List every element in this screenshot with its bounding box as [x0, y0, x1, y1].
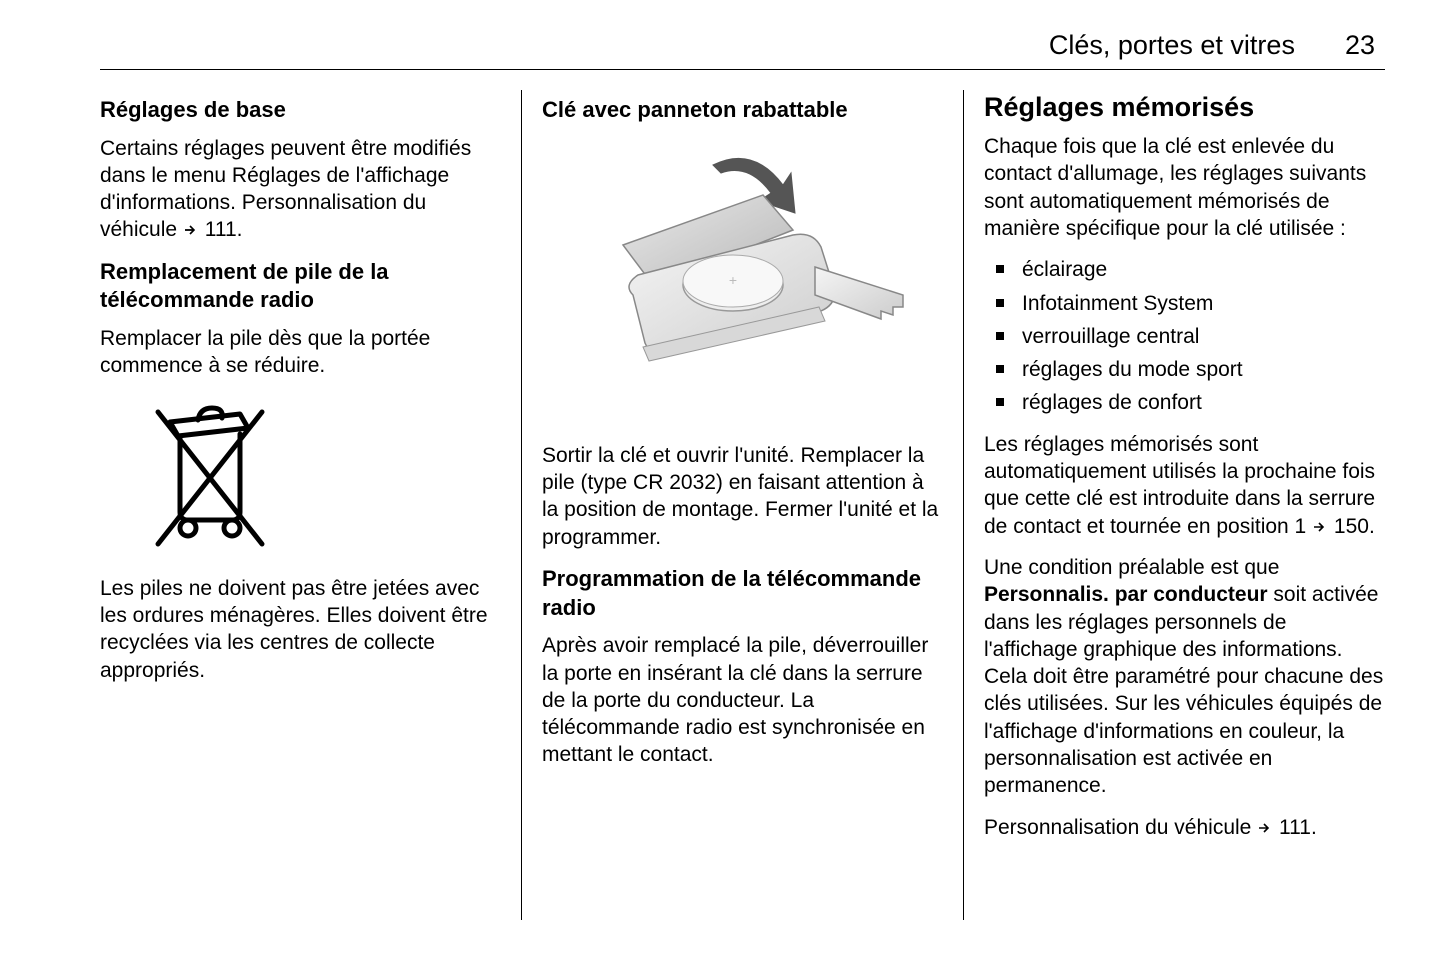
heading-programming-remote: Programmation de la télécommande radio	[542, 565, 943, 622]
paragraph-replace-battery: Remplacer la pile dès que la portée comm…	[100, 325, 501, 380]
paragraph-recycle-batteries: Les piles ne doivent pas être jetées ave…	[100, 575, 501, 684]
paragraph-vehicle-personalization: Personnalisation du véhicule 111.	[984, 814, 1385, 841]
svg-text:+: +	[728, 272, 736, 288]
heading-folding-key: Clé avec panneton rabattable	[542, 96, 943, 125]
column-3: Réglages mémorisés Chaque fois que la cl…	[964, 90, 1385, 920]
page-header: Clés, portes et vitres 23	[100, 30, 1385, 70]
column-2: Clé avec panneton rabattable	[521, 90, 964, 920]
list-item-comfort: réglages de confort	[984, 389, 1385, 416]
reference-arrow-icon	[183, 222, 199, 238]
header-chapter-title: Clés, portes et vitres	[1049, 30, 1295, 61]
manual-page: Clés, portes et vitres 23 Réglages de ba…	[0, 0, 1445, 965]
paragraph-auto-use: Les réglages mémorisés sont automatiquem…	[984, 431, 1385, 540]
content-columns: Réglages de base Certains réglages peuve…	[100, 90, 1385, 920]
paragraph-memorized-intro: Chaque fois que la clé est enlevée du co…	[984, 133, 1385, 242]
heading-basic-settings: Réglages de base	[100, 96, 501, 125]
heading-battery-replacement: Remplacement de pile de la télécommande …	[100, 258, 501, 315]
reference-arrow-icon	[1312, 519, 1328, 535]
paragraph-prerequisite: Une condition préalable est que Personna…	[984, 554, 1385, 800]
no-trash-bin-icon	[140, 394, 501, 561]
settings-list: éclairage Infotainment System verrouilla…	[984, 256, 1385, 416]
bold-personalization-by-driver: Personnalis. par conducteur	[984, 583, 1268, 606]
header-page-number: 23	[1345, 30, 1375, 61]
heading-memorized-settings: Réglages mémorisés	[984, 90, 1385, 125]
paragraph-open-unit: Sortir la clé et ouvrir l'unité. Remplac…	[542, 442, 943, 551]
list-item-sport-mode: réglages du mode sport	[984, 356, 1385, 383]
reference-arrow-icon	[1257, 820, 1273, 836]
list-item-lighting: éclairage	[984, 256, 1385, 283]
column-1: Réglages de base Certains réglages peuve…	[100, 90, 521, 920]
list-item-central-locking: verrouillage central	[984, 323, 1385, 350]
paragraph-basic-settings: Certains réglages peuvent être modifiés …	[100, 135, 501, 244]
key-battery-illustration: +	[542, 135, 943, 422]
paragraph-after-replace: Après avoir remplacé la pile, déverrouil…	[542, 632, 943, 768]
list-item-infotainment: Infotainment System	[984, 290, 1385, 317]
